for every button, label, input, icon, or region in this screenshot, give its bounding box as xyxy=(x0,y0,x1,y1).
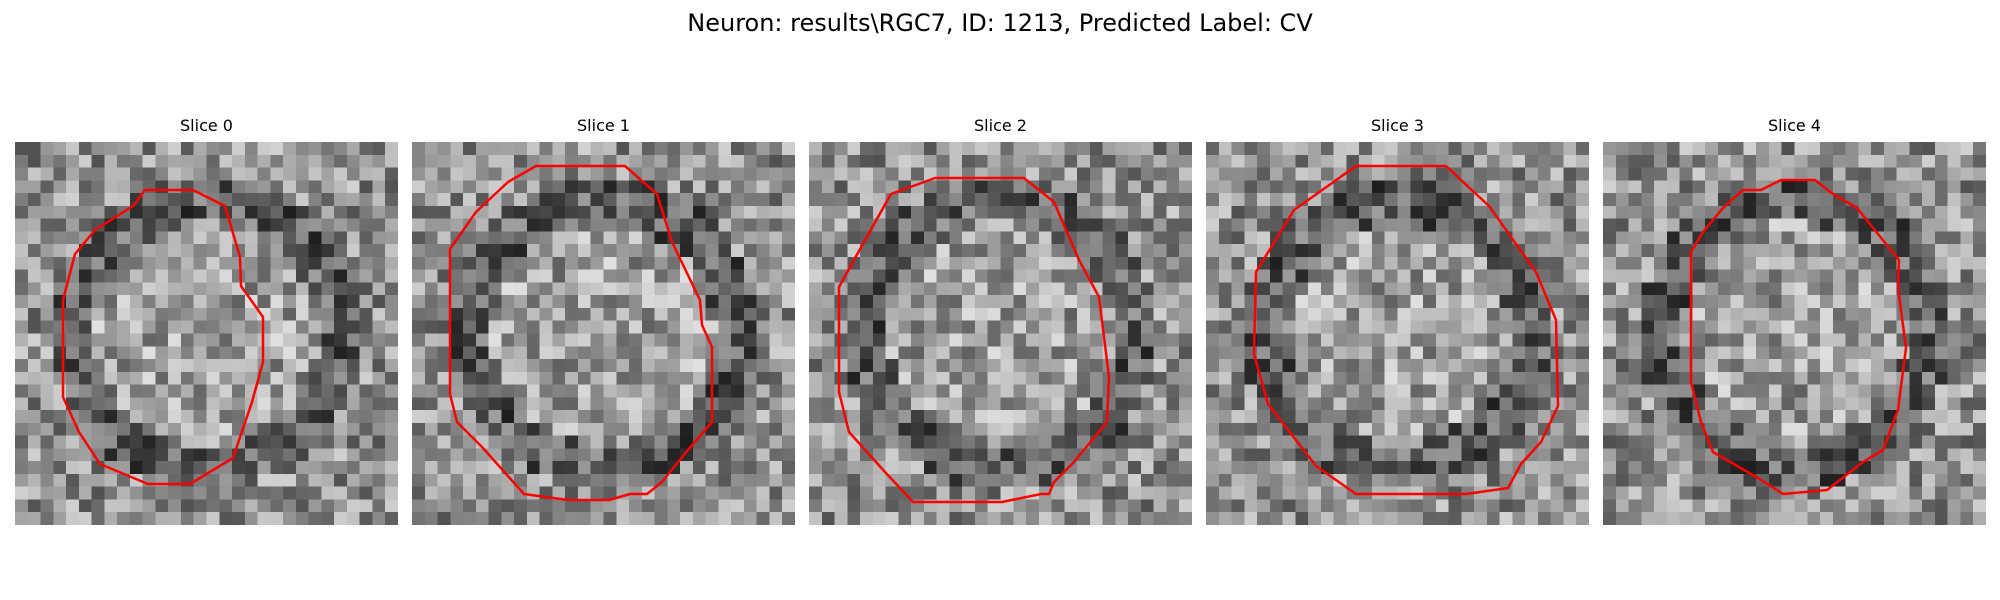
slice-image xyxy=(412,142,795,525)
slice-title: Slice 1 xyxy=(577,116,630,135)
grayscale-texture xyxy=(809,142,1192,525)
slice-title: Slice 3 xyxy=(1371,116,1424,135)
roi-contour xyxy=(837,176,1111,504)
grayscale-texture xyxy=(15,142,398,525)
contour-overlay xyxy=(61,188,265,486)
contour-overlay xyxy=(448,164,714,502)
grayscale-texture xyxy=(412,142,795,525)
roi-contour xyxy=(61,188,265,486)
slice-panel-2: Slice 2 xyxy=(809,116,1192,525)
slice-panel-4: Slice 4 xyxy=(1603,116,1986,525)
slice-title: Slice 2 xyxy=(974,116,1027,135)
slice-image xyxy=(1603,142,1986,525)
grayscale-texture xyxy=(1603,142,1986,525)
figure-title: Neuron: results\RGC7, ID: 1213, Predicte… xyxy=(687,9,1313,37)
slice-panel-0: Slice 0 xyxy=(15,116,398,525)
roi-contour xyxy=(1252,164,1560,496)
slice-image xyxy=(1206,142,1589,525)
contour-overlay xyxy=(1689,178,1908,496)
slice-panel-1: Slice 1 xyxy=(412,116,795,525)
slice-image xyxy=(15,142,398,525)
contour-overlay xyxy=(837,176,1111,504)
slice-panel-3: Slice 3 xyxy=(1206,116,1589,525)
slice-title: Slice 4 xyxy=(1768,116,1821,135)
roi-contour xyxy=(448,164,714,502)
slice-title: Slice 0 xyxy=(180,116,233,135)
contour-overlay xyxy=(1252,164,1560,496)
slice-image xyxy=(809,142,1192,525)
roi-contour xyxy=(1689,178,1908,496)
